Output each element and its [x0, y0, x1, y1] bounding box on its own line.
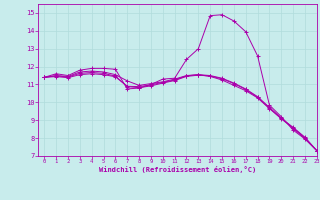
X-axis label: Windchill (Refroidissement éolien,°C): Windchill (Refroidissement éolien,°C)	[99, 166, 256, 173]
